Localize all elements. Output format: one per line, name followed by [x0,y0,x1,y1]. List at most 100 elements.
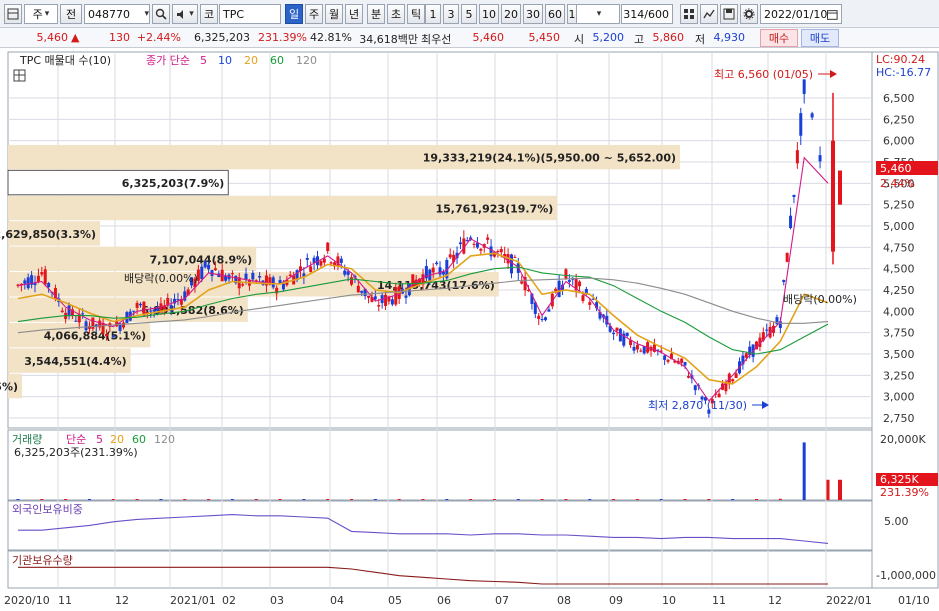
layout-icon[interactable] [4,4,22,24]
candle-body [581,295,585,301]
candle-body [591,298,595,300]
candle-body [533,302,537,314]
candle-body [435,262,439,265]
interval-button-2[interactable]: 5 [461,4,477,24]
interval-button-6[interactable]: 60 [545,4,565,24]
chart-type-select[interactable] [576,4,620,24]
candle-body [513,256,517,258]
candle-body [632,347,636,351]
candle-body [615,327,619,331]
ma-legend-period: 10 [218,54,232,67]
y-tick-label: 3,500 [883,348,915,361]
candle-body [329,262,333,264]
price-chart-svg[interactable]: 6,5006,2506,0005,7505,5005,2505,0004,750… [0,48,939,611]
stock-name-field[interactable]: TPC [219,4,281,24]
volume-legend-name: 거래량 [12,433,42,446]
y-tick-label: 4,250 [883,284,915,297]
search-icon[interactable] [152,4,170,24]
candle-body [350,277,354,285]
candle-body [625,332,629,336]
candle-body [567,280,571,282]
candle-body [544,317,548,321]
candle-body [373,296,377,300]
candle-body [795,150,799,164]
candle-body [666,359,670,362]
volume-bar [755,499,759,500]
x-axis-label: 2020/10 [4,594,50,607]
low-price: 4,930 [713,31,746,44]
candle-body [598,312,602,319]
buy-button[interactable]: 매수 [760,29,798,47]
calendar-icon[interactable] [827,9,838,20]
interval-button-0[interactable]: 1 [425,4,441,24]
period-tab-1[interactable]: 주 [305,4,323,24]
volume-bar [254,499,258,500]
prev-button[interactable]: 전 [60,4,82,24]
candle-body [87,325,91,329]
high-price: 5,860 [652,31,685,44]
candle-body [499,249,503,253]
candle-body [363,288,367,297]
volume-ratio: 231.39% [258,31,307,44]
candle-body [424,266,428,279]
candle-body [319,261,323,266]
best-ask: 5,460 [472,31,505,44]
ma-line-5 [17,156,829,402]
candle-body [810,113,814,118]
candle-body [207,264,211,270]
stock-code-input[interactable]: 048770 [84,4,150,24]
period-tab-5[interactable]: 초 [387,4,405,24]
candle-body [717,393,721,398]
candle-body [159,303,163,313]
y-tick-label: 2,750 [883,412,915,425]
volume-bar [826,479,830,500]
period-tab-2[interactable]: 월 [325,4,343,24]
interval-button-1[interactable]: 3 [443,4,459,24]
candle-body [561,284,565,291]
settings-gear-icon[interactable] [740,4,758,24]
interval-button-4[interactable]: 20 [501,4,521,24]
candle-body [441,271,445,275]
candle-body [162,305,166,309]
candle-body [431,267,435,273]
save-icon[interactable] [720,4,738,24]
period-tab-6[interactable]: 틱 [407,4,425,24]
period-tab-3[interactable]: 년 [345,4,363,24]
volume-bar [802,442,806,500]
candle-body [462,238,466,254]
candle-body [748,346,752,356]
candle-body [60,310,64,313]
speaker-icon[interactable] [172,4,198,24]
chart-area[interactable]: 6,5006,2506,0005,7505,5005,2505,0004,750… [0,48,939,611]
x-axis-label: 05 [388,594,402,607]
candle-body [520,281,524,284]
volume-bar [778,498,782,500]
market-select[interactable]: 주 [24,4,58,24]
turnover-pct: 42.81% [310,31,352,44]
sell-button[interactable]: 매도 [801,29,839,47]
candle-body [312,257,316,263]
candle-body [258,276,262,278]
x-axis-label: 12 [768,594,782,607]
candle-body [149,310,153,312]
grid-tool-icon[interactable] [680,4,698,24]
volume-bar [230,499,234,500]
volume-profile-label: 4,066,884(5.1%) [44,330,147,343]
candle-body [448,254,452,258]
volume-profile-label: 19,333,219(24.1%)(5,950.00 ~ 5,652.00) [423,152,676,165]
volume-tag-bg [876,473,938,486]
date-picker[interactable]: 2022/01/10 [760,4,842,24]
trend-tool-icon[interactable] [700,4,718,24]
volume-profile-bar [8,246,257,272]
candle-body [680,358,684,363]
interval-button-3[interactable]: 10 [479,4,499,24]
y-tick-label: 3,750 [883,327,915,340]
candle-body [394,287,398,305]
candle-body [663,355,667,360]
interval-button-5[interactable]: 30 [523,4,543,24]
volume-bars [16,442,842,500]
period-tab-4[interactable]: 분 [367,4,385,24]
period-tab-0[interactable]: 일 [285,4,303,24]
count-display[interactable]: 314/600 [621,4,673,24]
